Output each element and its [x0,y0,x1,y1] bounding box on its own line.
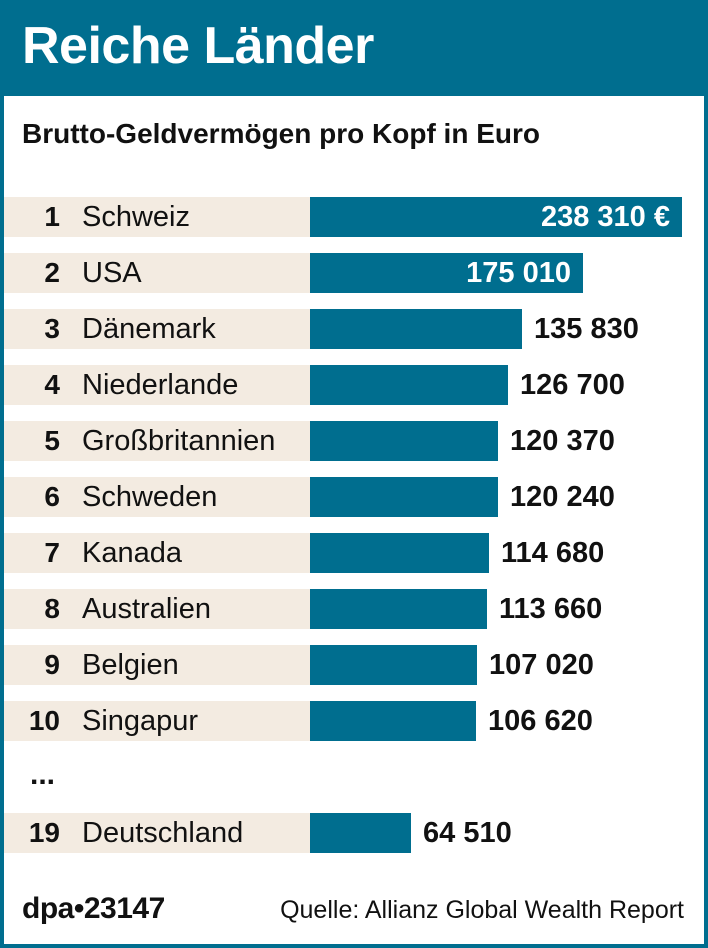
country-label: Schweiz [82,201,190,233]
bar [310,645,477,685]
value-label: 175 010 [466,257,571,289]
value-label: 126 700 [520,369,625,401]
value-label: 106 620 [488,705,593,737]
title-banner: Reiche Länder [0,0,708,96]
country-label: Australien [82,593,211,625]
value-label: 64 510 [423,817,512,849]
chart-subtitle: Brutto-Geldvermögen pro Kopf in Euro [22,118,540,149]
bar [310,589,487,629]
rank-label: 8 [44,593,60,624]
value-label: 107 020 [489,649,594,681]
agency-credit: dpa•23147 [22,892,165,925]
row-background [4,533,310,573]
rank-label: 19 [28,817,60,848]
country-label: Singapur [82,705,199,737]
omitted-ranks-ellipsis: ... [30,758,56,791]
rank-label: 1 [44,201,60,232]
source-note: Quelle: Allianz Global Wealth Report [280,896,684,924]
row-background [4,589,310,629]
value-label: 135 830 [534,313,639,345]
value-label: 113 660 [499,593,603,625]
bar [310,421,498,461]
chart-title: Reiche Länder [22,17,374,75]
row-background [4,253,310,293]
rank-label: 10 [28,705,60,736]
bar [310,533,489,573]
value-label: 120 240 [510,481,615,513]
country-label: Dänemark [82,313,216,345]
value-label: 114 680 [501,537,605,569]
row-background [4,701,310,741]
row-background [4,813,310,853]
bar [310,477,498,517]
row-background [4,365,310,405]
rank-label: 2 [44,257,60,288]
row-background [4,477,310,517]
rank-label: 7 [44,537,60,568]
country-label: Schweden [82,481,218,513]
row-background [4,421,310,461]
value-label: 120 370 [510,425,615,457]
rank-label: 9 [44,649,60,680]
value-label: 238 310 € [540,201,670,233]
country-label: Belgien [82,649,179,681]
row-background [4,645,310,685]
rank-label: 3 [44,313,60,344]
rank-label: 6 [44,481,60,512]
row-background [4,197,310,237]
country-label: Niederlande [82,369,239,401]
rank-label: 4 [44,369,60,400]
country-label: USA [82,257,142,289]
bar [310,309,522,349]
bar [310,197,682,237]
bar [310,365,508,405]
country-label: Deutschland [82,817,244,849]
country-label: Kanada [82,537,182,569]
bar [310,253,583,293]
row-background [4,309,310,349]
country-label: Großbritannien [82,425,276,457]
bar [310,813,411,853]
rank-label: 5 [44,425,60,456]
bar [310,701,476,741]
